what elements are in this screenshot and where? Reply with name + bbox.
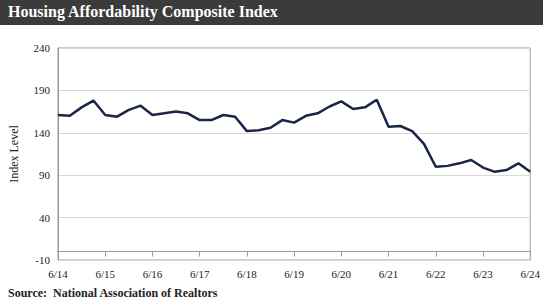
svg-text:Index Level: Index Level	[7, 125, 21, 183]
svg-text:6/24: 6/24	[520, 268, 540, 280]
svg-text:240: 240	[34, 42, 51, 54]
svg-text:6/18: 6/18	[237, 268, 257, 280]
svg-text:190: 190	[34, 84, 51, 96]
svg-text:6/20: 6/20	[332, 268, 352, 280]
svg-text:90: 90	[39, 169, 51, 181]
svg-text:6/14: 6/14	[48, 268, 68, 280]
svg-text:Housing Affordability Composit: Housing Affordability Composite Index	[8, 3, 278, 21]
svg-text:Source: National Association: Source: National Association of Realtors	[8, 286, 218, 300]
svg-text:6/22: 6/22	[426, 268, 446, 280]
svg-text:40: 40	[39, 212, 51, 224]
svg-text:140: 140	[34, 127, 51, 139]
svg-text:6/21: 6/21	[379, 268, 399, 280]
svg-text:-10: -10	[35, 254, 50, 266]
svg-text:6/23: 6/23	[473, 268, 493, 280]
svg-text:6/15: 6/15	[95, 268, 115, 280]
svg-text:6/19: 6/19	[284, 268, 304, 280]
svg-text:6/17: 6/17	[190, 268, 210, 280]
svg-text:6/16: 6/16	[143, 268, 163, 280]
